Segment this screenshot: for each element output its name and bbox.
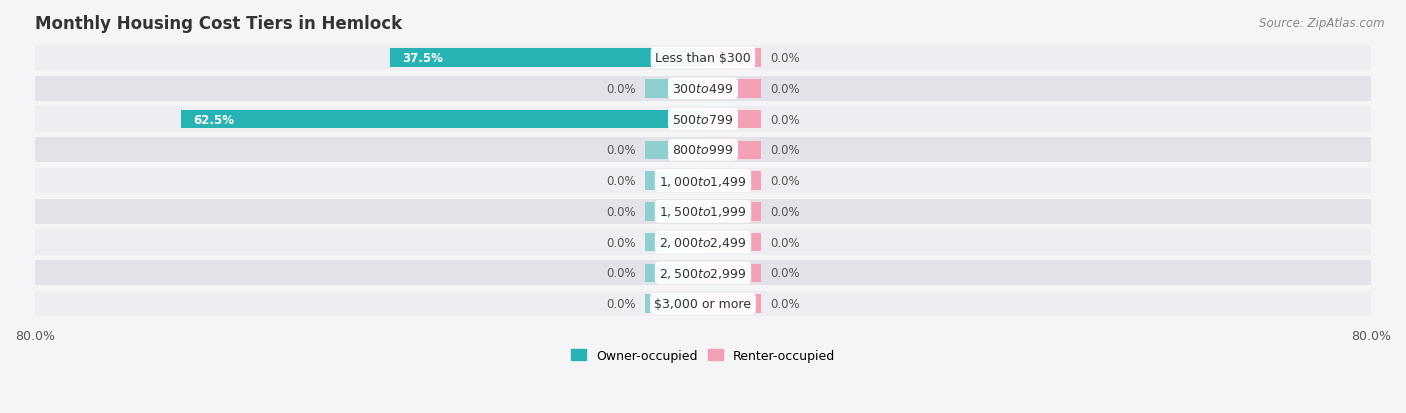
Text: $1,500 to $1,999: $1,500 to $1,999: [659, 205, 747, 219]
Bar: [35, 46, 1371, 71]
Bar: [644, 203, 703, 221]
Bar: [703, 203, 762, 221]
Text: Less than $300: Less than $300: [655, 52, 751, 65]
Text: 0.0%: 0.0%: [606, 205, 636, 218]
Bar: [644, 172, 703, 190]
Text: 0.0%: 0.0%: [606, 83, 636, 95]
Text: $800 to $999: $800 to $999: [672, 144, 734, 157]
Text: 0.0%: 0.0%: [606, 236, 636, 249]
Bar: [35, 230, 1371, 255]
Bar: [703, 233, 762, 252]
Text: $1,000 to $1,499: $1,000 to $1,499: [659, 174, 747, 188]
Bar: [389, 49, 703, 68]
Text: 0.0%: 0.0%: [770, 205, 800, 218]
Bar: [644, 233, 703, 252]
Bar: [35, 291, 1371, 316]
Text: $300 to $499: $300 to $499: [672, 83, 734, 95]
Bar: [644, 80, 703, 98]
Text: 0.0%: 0.0%: [770, 267, 800, 280]
Text: $3,000 or more: $3,000 or more: [655, 297, 751, 310]
Bar: [703, 49, 762, 68]
Bar: [703, 141, 762, 160]
Text: 37.5%: 37.5%: [402, 52, 443, 65]
Bar: [644, 264, 703, 282]
Text: 0.0%: 0.0%: [770, 297, 800, 310]
Bar: [35, 76, 1371, 102]
Text: $500 to $799: $500 to $799: [672, 113, 734, 126]
Text: 0.0%: 0.0%: [606, 267, 636, 280]
Bar: [644, 294, 703, 313]
Text: 0.0%: 0.0%: [606, 175, 636, 188]
Legend: Owner-occupied, Renter-occupied: Owner-occupied, Renter-occupied: [567, 344, 839, 367]
Text: 0.0%: 0.0%: [770, 52, 800, 65]
Bar: [181, 111, 703, 129]
Text: $2,000 to $2,499: $2,000 to $2,499: [659, 235, 747, 249]
Bar: [703, 172, 762, 190]
Text: $2,500 to $2,999: $2,500 to $2,999: [659, 266, 747, 280]
Text: 0.0%: 0.0%: [770, 175, 800, 188]
Bar: [644, 141, 703, 160]
Text: Source: ZipAtlas.com: Source: ZipAtlas.com: [1260, 17, 1385, 29]
Bar: [35, 138, 1371, 163]
Text: 0.0%: 0.0%: [770, 236, 800, 249]
Text: 0.0%: 0.0%: [606, 144, 636, 157]
Bar: [703, 80, 762, 98]
Bar: [703, 294, 762, 313]
Text: 0.0%: 0.0%: [606, 297, 636, 310]
Bar: [35, 169, 1371, 194]
Bar: [703, 264, 762, 282]
Bar: [35, 199, 1371, 224]
Text: 0.0%: 0.0%: [770, 144, 800, 157]
Text: 62.5%: 62.5%: [194, 113, 235, 126]
Bar: [35, 107, 1371, 132]
Text: 0.0%: 0.0%: [770, 113, 800, 126]
Bar: [703, 111, 762, 129]
Text: 0.0%: 0.0%: [770, 83, 800, 95]
Bar: [35, 261, 1371, 286]
Text: Monthly Housing Cost Tiers in Hemlock: Monthly Housing Cost Tiers in Hemlock: [35, 15, 402, 33]
